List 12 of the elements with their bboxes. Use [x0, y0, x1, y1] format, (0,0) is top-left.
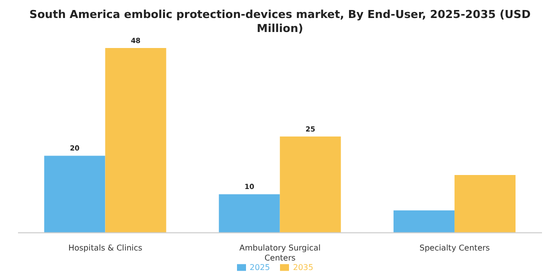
bar	[394, 210, 455, 233]
bar	[105, 48, 166, 233]
bar	[44, 156, 106, 233]
x-tick-label: Hospitals & Clinics	[68, 244, 142, 253]
x-tick-label: Ambulatory Surgical Centers	[239, 244, 321, 263]
bar	[280, 136, 341, 233]
legend-label: 2035	[293, 262, 314, 272]
x-tick-label: Specialty Centers	[419, 244, 490, 253]
legend-label: 2025	[250, 262, 270, 272]
chart-title: South America embolic protection-devices market, By End-User, 2025-2035 (USD Million)	[28, 8, 532, 35]
bar	[454, 174, 516, 233]
bar	[218, 194, 280, 233]
